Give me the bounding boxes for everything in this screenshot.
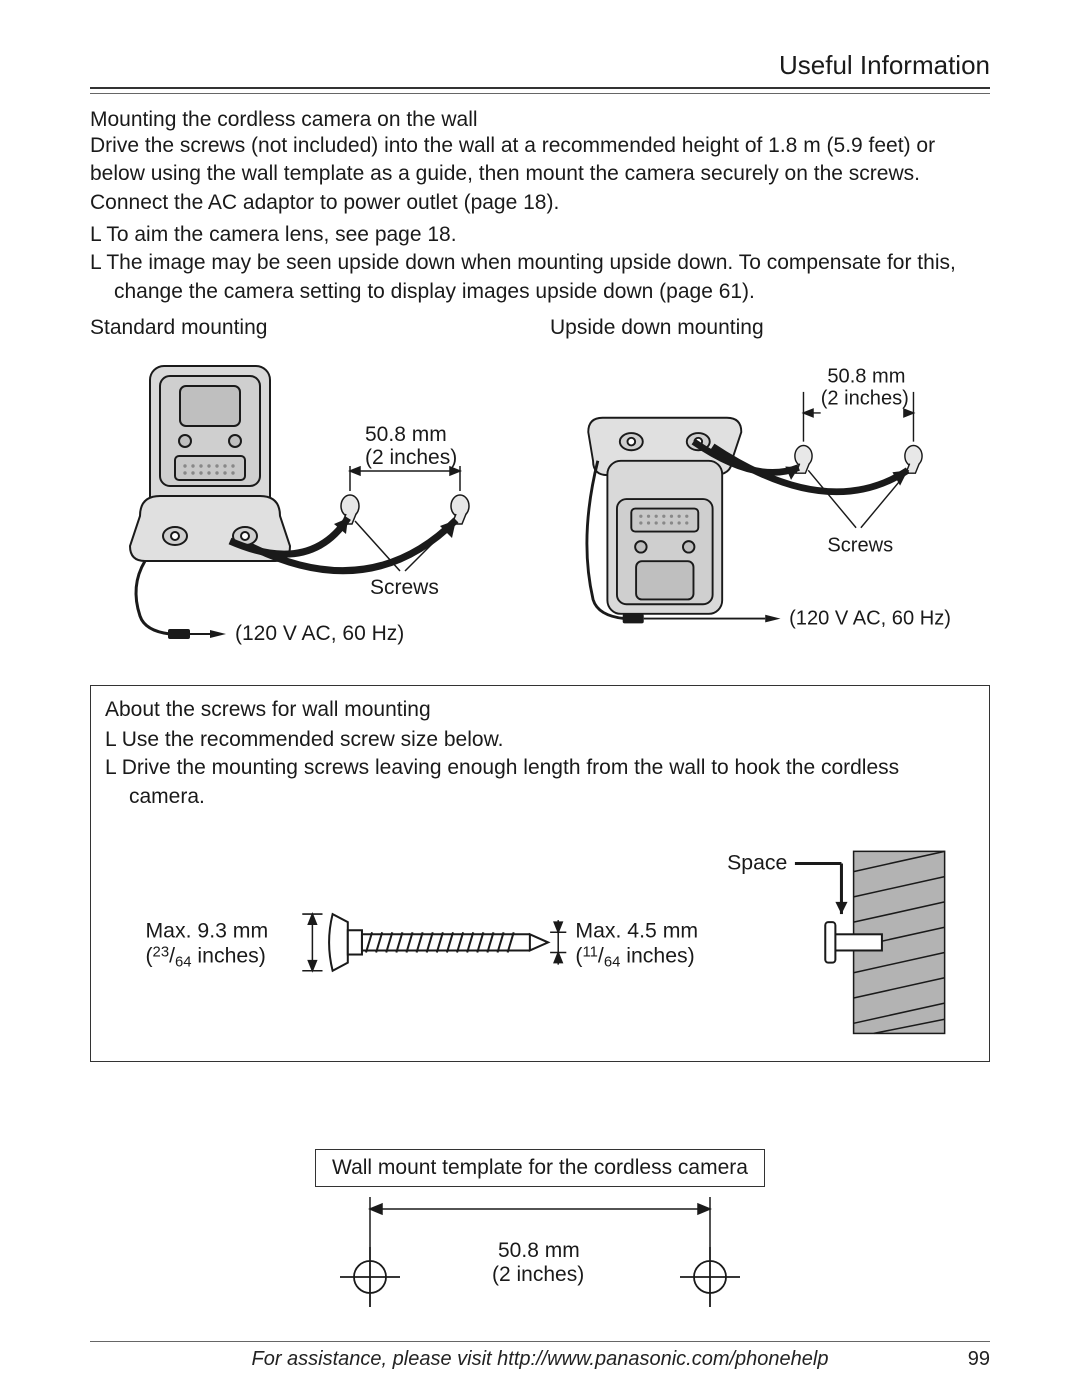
standard-mounting-diagram: 50.8 mm (2 inches) Screws (120 V AC, 60 … <box>90 346 530 666</box>
intro-bullets: To aim the camera lens, see page 18. The… <box>90 221 990 306</box>
about-screws-box: About the screws for wall mounting Use t… <box>90 685 990 1062</box>
mounting-figures-row: Standard mounting <box>90 316 990 671</box>
power-label: (120 V AC, 60 Hz) <box>789 607 951 629</box>
template-in: (2 inches) <box>492 1263 584 1286</box>
dim-mm: 50.8 mm <box>827 365 905 387</box>
page-number: 99 <box>968 1348 990 1371</box>
figure-standard-mounting: Standard mounting <box>90 316 530 671</box>
intro-paragraph-1: Drive the screws (not included) into the… <box>90 132 990 189</box>
mounting-heading: Mounting the cordless camera on the wall <box>90 108 990 132</box>
about-bullet: Drive the mounting screws leaving enough… <box>105 754 975 811</box>
footer-assist: For assistance, please visit http://www.… <box>252 1348 829 1371</box>
header-rule <box>90 93 990 94</box>
manual-page: Useful Information Mounting the cordless… <box>0 0 1080 1397</box>
dim-in: (2 inches) <box>365 446 457 469</box>
head-dia-label: Max. 9.3 mm <box>145 918 268 942</box>
template-mm: 50.8 mm <box>498 1239 580 1262</box>
figure-upside-mounting: Upside down mounting <box>550 316 990 671</box>
intro-bullet: The image may be seen upside down when m… <box>90 249 990 306</box>
figure-caption: Upside down mounting <box>550 316 990 340</box>
power-label: (120 V AC, 60 Hz) <box>235 622 404 645</box>
intro-paragraph-2: Connect the AC adaptor to power outlet (… <box>90 189 990 217</box>
figure-caption: Standard mounting <box>90 316 530 340</box>
thread-dia-label: Max. 4.5 mm <box>575 918 698 942</box>
wall-mount-template: Wall mount template for the cordless cam… <box>90 1149 990 1327</box>
about-bullet: Use the recommended screw size below. <box>105 726 975 754</box>
screw-size-diagram: Max. 9.3 mm (23/64 inches) <box>105 821 975 1044</box>
screws-label: Screws <box>370 576 439 599</box>
about-bullets: Use the recommended screw size below. Dr… <box>105 726 975 811</box>
space-label: Space <box>727 851 787 875</box>
screws-label: Screws <box>827 535 893 557</box>
dim-mm: 50.8 mm <box>365 423 447 446</box>
upside-mounting-diagram: 50.8 mm (2 inches) Screws <box>550 346 990 652</box>
template-diagram: 50.8 mm (2 inches) <box>280 1187 800 1327</box>
section-title: Useful Information <box>90 50 990 89</box>
thread-dia-frac: (11/64 inches) <box>575 944 694 971</box>
dim-in: (2 inches) <box>821 387 909 409</box>
intro-bullet: To aim the camera lens, see page 18. <box>90 221 990 249</box>
template-label: Wall mount template for the cordless cam… <box>315 1149 765 1187</box>
about-title: About the screws for wall mounting <box>105 698 975 722</box>
head-dia-frac: (23/64 inches) <box>145 944 265 971</box>
page-footer: For assistance, please visit http://www.… <box>90 1341 990 1371</box>
